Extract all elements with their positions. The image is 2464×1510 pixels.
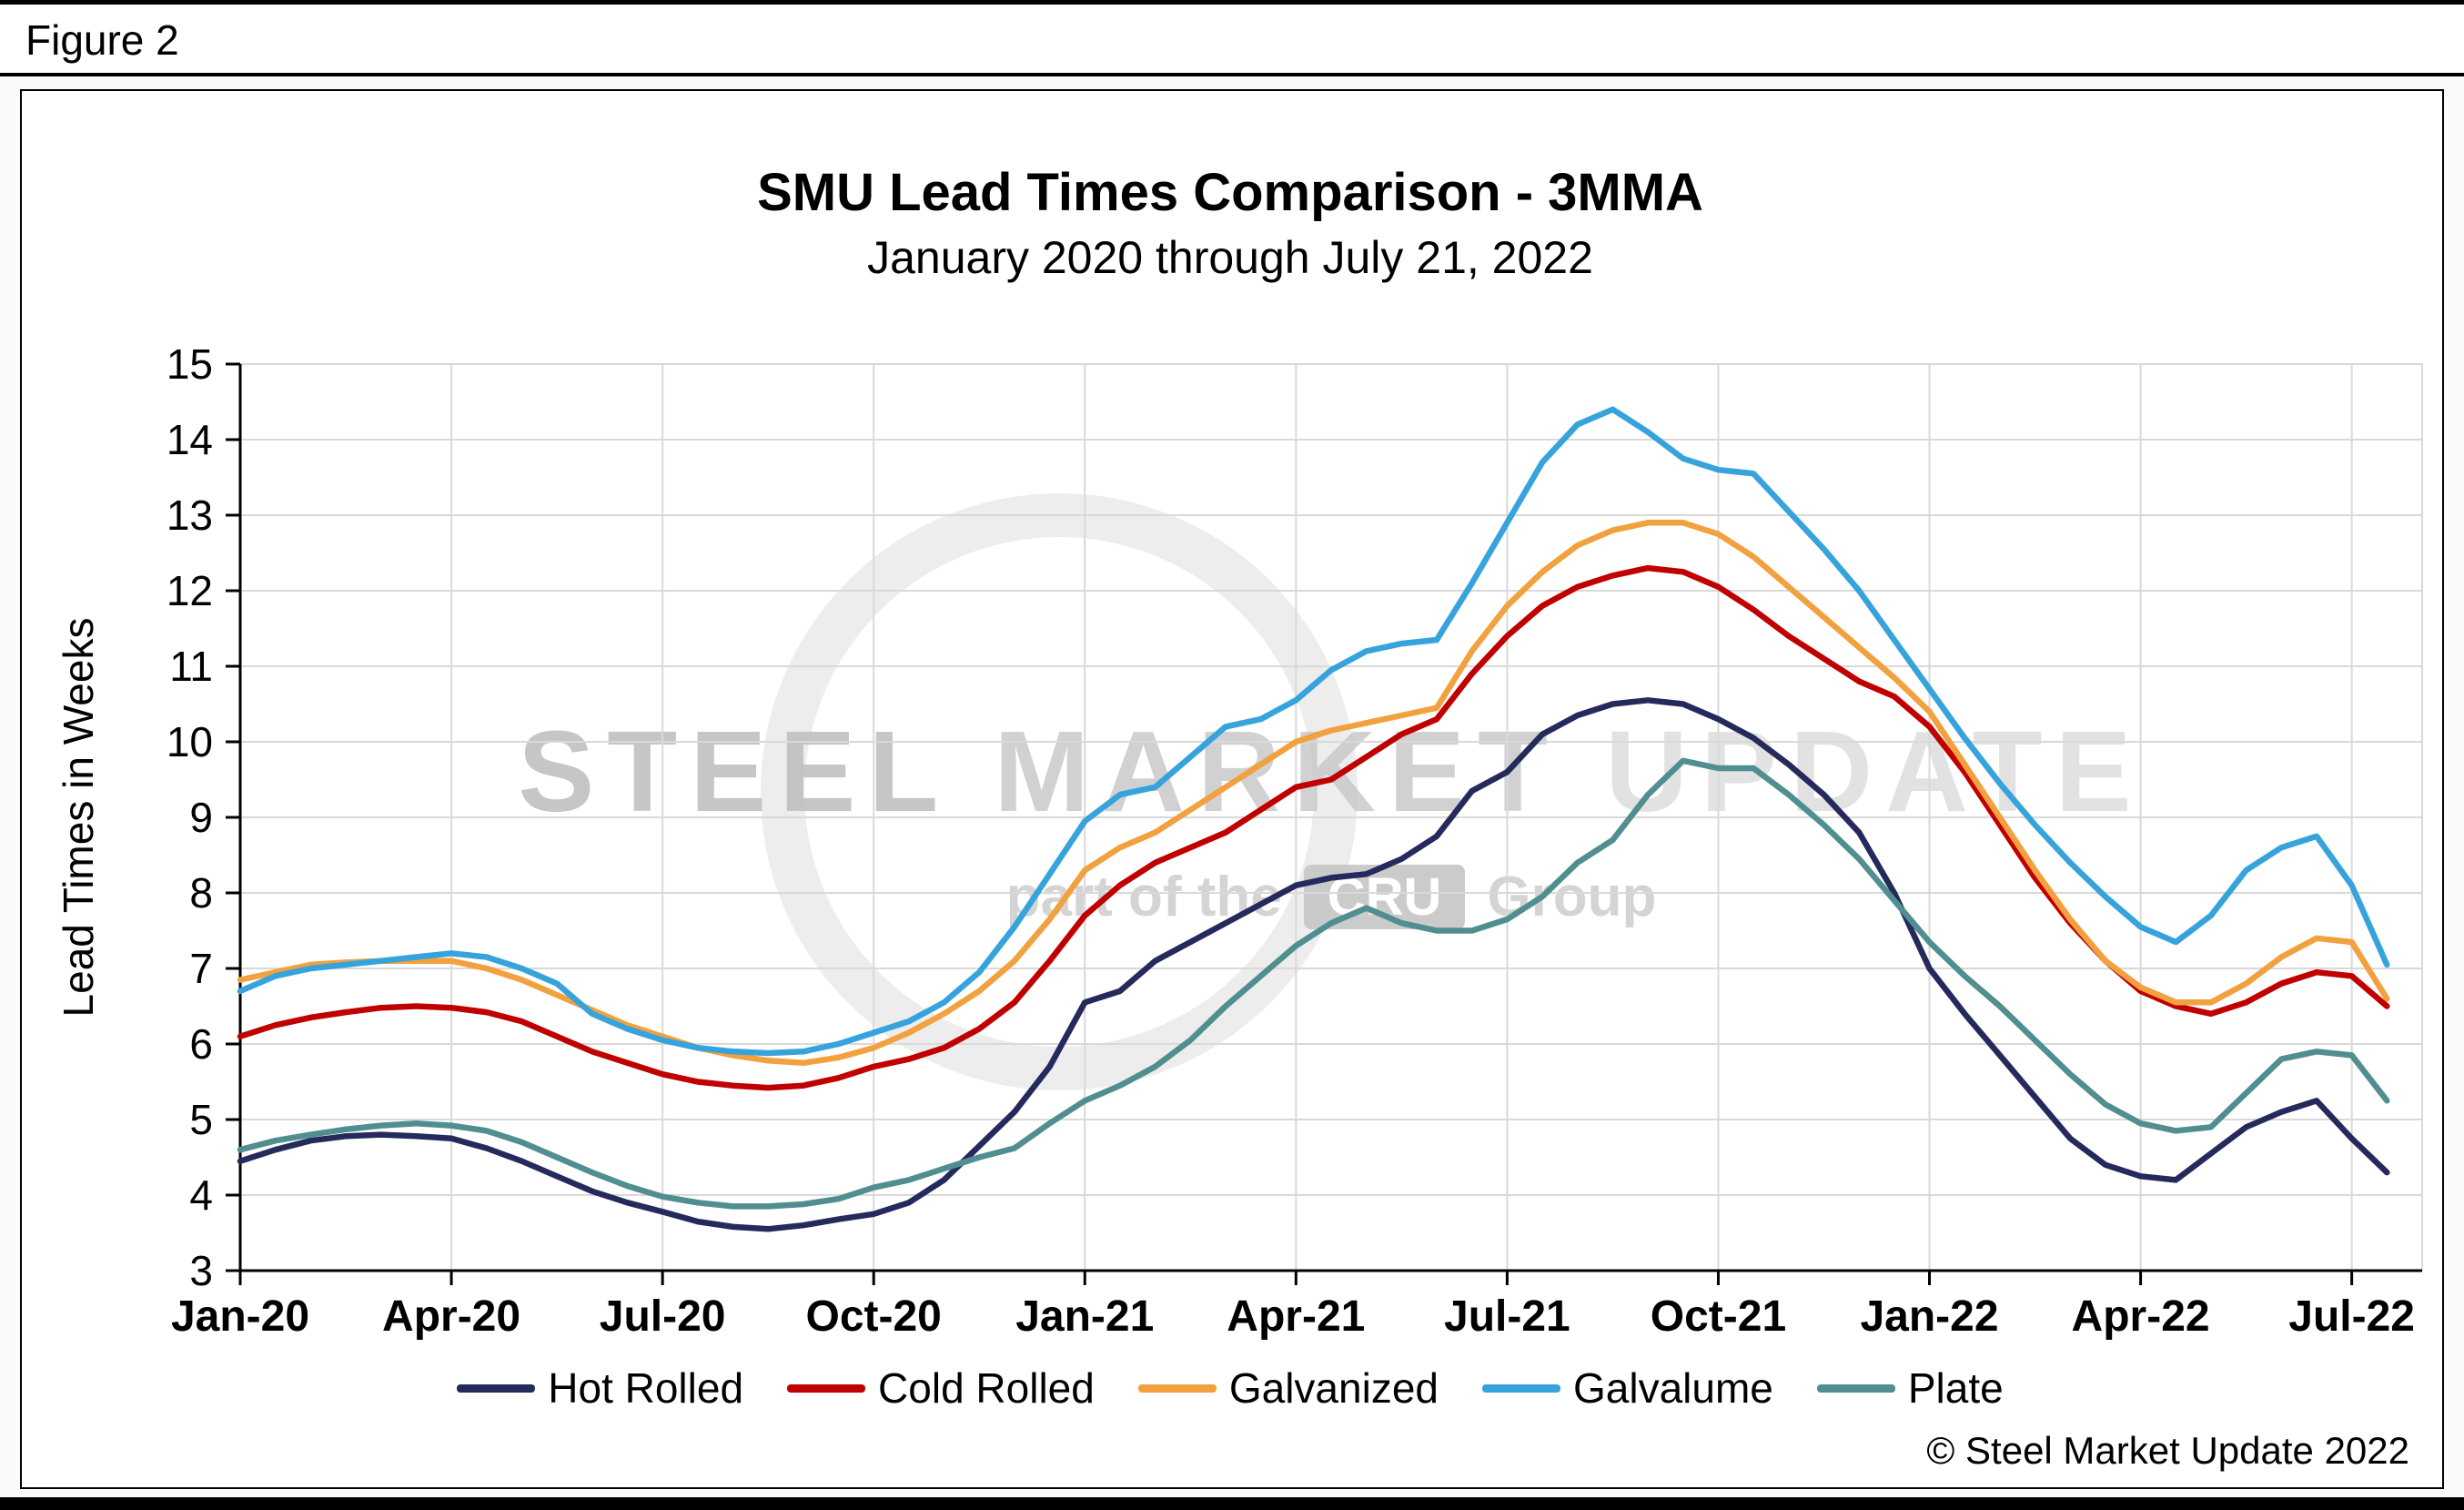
svg-text:Oct-20: Oct-20 bbox=[805, 1292, 941, 1341]
copyright-text: © Steel Market Update 2022 bbox=[1926, 1429, 2409, 1472]
svg-text:12: 12 bbox=[167, 567, 213, 614]
svg-text:5: 5 bbox=[189, 1096, 213, 1143]
series-line-galvanized bbox=[237, 520, 2390, 1067]
legend-label: Hot Rolled bbox=[548, 1364, 744, 1412]
legend-item-plate: Plate bbox=[1816, 1363, 2004, 1413]
svg-text:9: 9 bbox=[189, 794, 213, 841]
svg-text:Apr-21: Apr-21 bbox=[1227, 1292, 1365, 1341]
figure-header: Figure 2 bbox=[0, 5, 2464, 73]
series-line-plate bbox=[237, 757, 2390, 1210]
svg-text:Jul-20: Jul-20 bbox=[600, 1292, 726, 1341]
legend-label: Galvanized bbox=[1228, 1364, 1439, 1412]
svg-text:10: 10 bbox=[167, 718, 213, 765]
svg-text:8: 8 bbox=[189, 869, 213, 917]
svg-text:Oct-21: Oct-21 bbox=[1651, 1292, 1786, 1341]
svg-text:Apr-20: Apr-20 bbox=[382, 1292, 520, 1341]
svg-text:14: 14 bbox=[167, 416, 213, 463]
bottom-border-bar bbox=[0, 1497, 2464, 1510]
legend-line-swatch bbox=[787, 1383, 866, 1393]
svg-text:3: 3 bbox=[189, 1247, 213, 1294]
top-border-rule bbox=[0, 0, 2464, 5]
legend-line-swatch bbox=[1481, 1383, 1560, 1393]
svg-text:Apr-22: Apr-22 bbox=[2072, 1292, 2210, 1341]
svg-text:Jul-22: Jul-22 bbox=[2288, 1292, 2415, 1341]
svg-text:Jan-20: Jan-20 bbox=[171, 1292, 309, 1341]
figure-header-rule bbox=[0, 73, 2464, 76]
figure-label: Figure 2 bbox=[25, 16, 179, 64]
svg-text:Jan-21: Jan-21 bbox=[1015, 1292, 1154, 1341]
svg-text:15: 15 bbox=[167, 340, 213, 388]
chart-title: SMU Lead Times Comparison - 3MMA bbox=[757, 163, 1703, 222]
chart-subtitle: January 2020 through July 21, 2022 bbox=[867, 232, 1593, 283]
legend-line-swatch bbox=[1816, 1383, 1895, 1393]
svg-text:Jan-22: Jan-22 bbox=[1860, 1292, 1998, 1341]
series-line-galvalume bbox=[237, 406, 2390, 1057]
legend-item-galvanized: Galvanized bbox=[1137, 1363, 1439, 1413]
svg-text:4: 4 bbox=[189, 1171, 213, 1219]
series-line-cold-rolled bbox=[237, 564, 2390, 1091]
svg-text:13: 13 bbox=[167, 492, 213, 539]
legend-line-swatch bbox=[457, 1383, 536, 1393]
legend-item-cold-rolled: Cold Rolled bbox=[787, 1363, 1095, 1413]
svg-text:7: 7 bbox=[189, 945, 213, 992]
legend-item-hot-rolled: Hot Rolled bbox=[457, 1363, 743, 1413]
legend-item-galvalume: Galvalume bbox=[1481, 1363, 1773, 1413]
legend-label: Cold Rolled bbox=[878, 1364, 1095, 1412]
legend: Hot Rolled Cold Rolled Galvanized Galvalume… bbox=[22, 1363, 2439, 1413]
legend-line-swatch bbox=[1137, 1383, 1217, 1393]
svg-text:Jul-21: Jul-21 bbox=[1444, 1292, 1570, 1341]
legend-label: Galvalume bbox=[1572, 1364, 1773, 1412]
svg-text:6: 6 bbox=[189, 1020, 213, 1068]
chart-panel: SMU Lead Times Comparison - 3MMA January… bbox=[20, 89, 2444, 1489]
series-line-hot-rolled bbox=[237, 697, 2390, 1232]
plot-area: 3 4 5 6 7 8 9 10 11 12 13 14 15 Jan-20 Apr-20 Jul-20 Oct… bbox=[167, 340, 2423, 1341]
legend-label: Plate bbox=[1907, 1364, 2004, 1412]
svg-text:11: 11 bbox=[169, 643, 213, 690]
